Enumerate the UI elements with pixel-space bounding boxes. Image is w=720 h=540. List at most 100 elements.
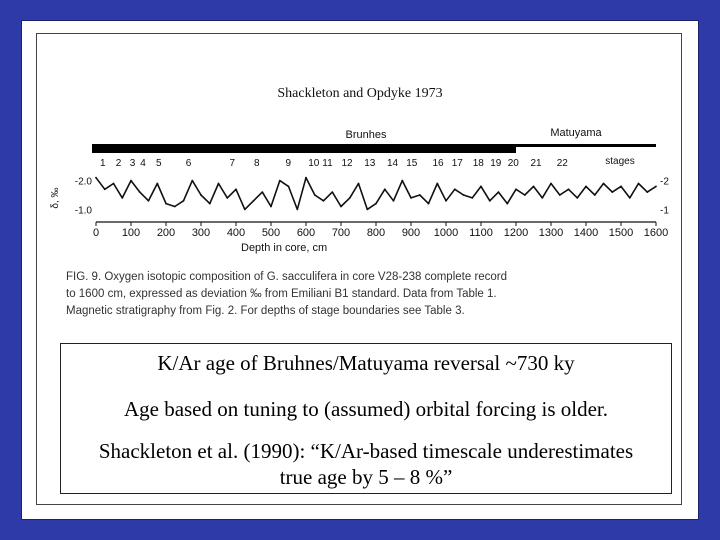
slide-inner-frame [36, 33, 682, 505]
caption-line-3: Magnetic stratigraphy from Fig. 2. For d… [66, 305, 465, 317]
summary-line-shackleton-1990: Shackleton et al. (1990): “K/Ar-based ti… [98, 439, 634, 489]
isotope-data-point [383, 188, 386, 191]
isotope-data-point [278, 179, 281, 182]
isotope-data-point [331, 191, 334, 193]
stage-label-17: 17 [452, 158, 464, 169]
x-tick-label-400: 400 [227, 227, 245, 239]
stage-label-7: 7 [230, 158, 236, 169]
isotope-data-point [130, 179, 132, 182]
x-tick-label-1600: 1600 [644, 227, 668, 239]
x-tick-label-900: 900 [402, 227, 420, 239]
isotope-data-point [147, 199, 150, 202]
y-axis-label: δ, ‰ [50, 187, 61, 208]
isotope-data-point [392, 199, 395, 202]
x-tick-label-1200: 1200 [504, 227, 528, 239]
stage-label-12: 12 [342, 158, 354, 169]
figure-title: Shackleton and Opdyke 1973 [277, 86, 443, 101]
isotope-data-point [112, 182, 115, 185]
x-tick-label-1400: 1400 [574, 227, 598, 239]
stage-label-15: 15 [406, 158, 418, 169]
x-tick-label-1500: 1500 [609, 227, 633, 239]
isotope-data-point [138, 191, 141, 193]
y-tick-right-1: -2 [660, 177, 669, 188]
isotope-data-point [480, 185, 482, 188]
isotope-data-point [296, 208, 299, 211]
isotope-data-point [235, 188, 237, 191]
isotope-data-point [121, 197, 124, 199]
summary-textbox: K/Ar age of Bruhnes/Matuyama reversal ~7… [60, 343, 672, 494]
isotope-data-point [375, 202, 377, 205]
stage-label-10: 10 [308, 158, 320, 169]
y-tick-left-2: -1.0 [75, 205, 93, 216]
isotope-data-point [646, 191, 649, 193]
isotope-data-point [585, 185, 587, 188]
isotope-data-point [541, 197, 544, 199]
isotope-data-point [103, 188, 106, 191]
isotope-data-point [602, 182, 605, 185]
isotope-data-point [217, 182, 220, 185]
summary-line-orbital-tuning: Age based on tuning to (assumed) orbital… [123, 397, 609, 421]
isotope-data-point [287, 185, 290, 188]
x-tick-label-1000: 1000 [434, 227, 458, 239]
stage-label-22: 22 [557, 158, 569, 169]
isotope-data-point [436, 182, 439, 185]
isotope-data-point [348, 197, 351, 199]
isotope-data-point [532, 185, 535, 188]
isotope-data-point [620, 185, 622, 188]
stage-label-11: 11 [322, 158, 333, 169]
stage-label-19: 19 [490, 158, 502, 169]
isotope-data-point [506, 202, 509, 205]
x-tick-label-100: 100 [122, 227, 140, 239]
isotope-data-point [497, 191, 500, 193]
matuyama-polarity-bar [516, 144, 656, 147]
x-tick-label-800: 800 [367, 227, 385, 239]
isotope-data-point [270, 205, 272, 208]
isotope-data-point [515, 188, 517, 191]
stage-label-9: 9 [286, 158, 292, 169]
isotope-data-point [550, 182, 552, 185]
x-tick-label-300: 300 [192, 227, 210, 239]
isotope-data-point [655, 185, 657, 188]
isotope-series-line [95, 176, 657, 211]
isotope-data-point [462, 194, 465, 196]
y-tick-left-1: -2.0 [75, 177, 93, 188]
chron-label-brunhes: Brunhes [346, 129, 387, 141]
stage-label-3: 3 [130, 158, 136, 169]
stage-label-1: 1 [100, 158, 106, 169]
isotope-data-point [558, 194, 561, 196]
isotope-data-point [252, 199, 255, 202]
isotope-data-point [366, 208, 369, 211]
isotope-data-point [427, 202, 430, 205]
isotope-data-point [628, 197, 631, 199]
isotope-data-point [191, 179, 194, 182]
isotope-data-point [200, 194, 202, 196]
y-tick-right-2: -1 [660, 205, 669, 216]
stage-label-2: 2 [116, 158, 122, 169]
x-tick-label-500: 500 [262, 227, 280, 239]
stage-header-label: stages [605, 156, 634, 167]
summary-line-kar-age: K/Ar age of Bruhnes/Matuyama reversal ~7… [157, 351, 575, 375]
caption-line-2: to 1600 cm, expressed as deviation ‰ fro… [66, 288, 497, 300]
stage-label-21: 21 [531, 158, 543, 169]
isotope-data-point [418, 194, 421, 196]
isotope-data-point [488, 199, 491, 202]
isotope-data-point [313, 194, 316, 196]
isotope-data-point [165, 202, 167, 205]
x-tick-label-1100: 1100 [469, 227, 493, 239]
x-tick-label-700: 700 [332, 227, 350, 239]
isotope-data-point [357, 182, 360, 185]
isotope-data-point [226, 197, 229, 199]
stage-label-4: 4 [140, 158, 146, 169]
x-tick-label-200: 200 [157, 227, 175, 239]
stage-label-6: 6 [186, 158, 192, 169]
isotope-data-point [445, 199, 447, 202]
isotope-data-point [261, 191, 264, 193]
isotope-data-point [637, 182, 640, 185]
isotope-data-point [340, 205, 342, 208]
x-tick-label-600: 600 [297, 227, 315, 239]
isotope-data-point [401, 179, 404, 182]
x-tick-label-1300: 1300 [539, 227, 563, 239]
isotope-data-point [182, 199, 185, 202]
isotope-data-point [523, 194, 526, 196]
